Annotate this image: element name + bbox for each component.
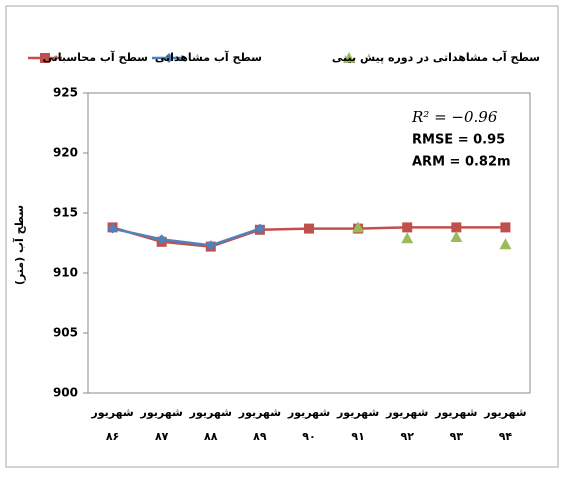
x-tick-label: شهریور ۹۴ <box>483 406 526 443</box>
series-line <box>112 227 261 247</box>
data-point <box>402 222 413 233</box>
data-point <box>451 222 462 233</box>
chart-frame <box>5 5 559 468</box>
y-tick-label: 910 <box>53 266 78 280</box>
y-tick-label: 915 <box>53 206 78 220</box>
x-tick-label: شهریور ۸۹ <box>238 406 281 443</box>
x-tick-label: شهریور ۹۳ <box>434 406 477 443</box>
legend-marker <box>164 53 174 63</box>
legend-label: سطح آب محاسباتی <box>42 50 148 64</box>
annotation: R² = −0.96 <box>411 108 498 126</box>
annotation: RMSE = 0.95 <box>412 133 505 148</box>
data-point <box>352 221 365 233</box>
annotation: ARM = 0.82m <box>412 155 511 170</box>
legend-marker <box>343 52 355 63</box>
x-tick-label: شهریور ۹۰ <box>287 406 330 443</box>
y-axis-label: سطح آب (متر) <box>12 205 26 285</box>
legend-label: سطح آب مشاهداتی <box>155 50 262 64</box>
y-tick-label: 900 <box>53 386 78 400</box>
x-tick-label: شهریور ۸۶ <box>90 406 133 443</box>
data-point <box>156 234 167 245</box>
legend-marker <box>40 53 50 63</box>
data-point <box>450 231 463 242</box>
data-point <box>401 232 414 244</box>
data-point <box>304 223 314 234</box>
x-tick-label: شهریور ۹۲ <box>385 406 428 443</box>
x-tick-label: شهریور ۸۸ <box>189 406 232 443</box>
y-tick-label: 920 <box>53 146 78 160</box>
data-point <box>500 222 511 233</box>
data-point <box>107 223 118 234</box>
y-tick-label: 905 <box>53 326 78 340</box>
plot-frame <box>87 92 531 394</box>
data-point <box>205 240 216 251</box>
y-tick-label: 925 <box>53 86 78 100</box>
x-tick-label: شهریور ۹۱ <box>336 406 379 443</box>
x-tick-label: شهریور ۸۷ <box>140 406 183 443</box>
data-point <box>499 238 512 250</box>
legend-label: سطح آب مشاهداتی در دوره پیش بینی <box>332 50 540 64</box>
data-point <box>254 223 265 234</box>
